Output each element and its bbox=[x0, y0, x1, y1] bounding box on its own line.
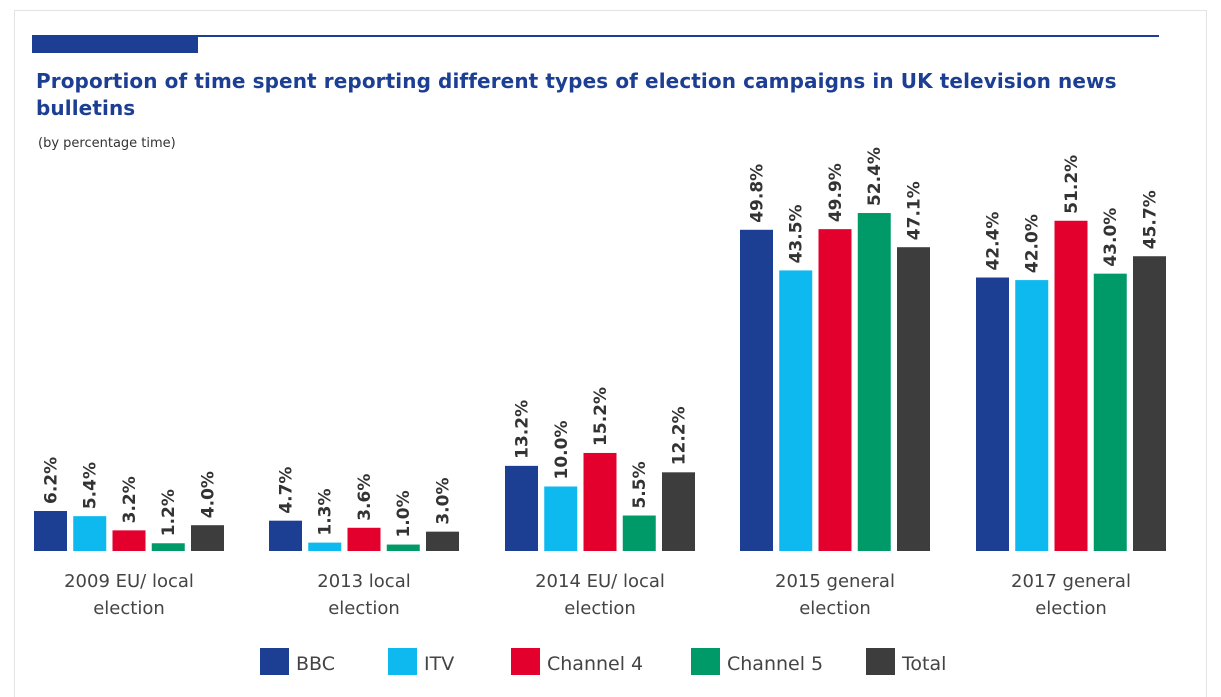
category-label: election bbox=[564, 598, 636, 619]
value-label: 4.7% bbox=[277, 467, 297, 514]
bar-total-2 bbox=[662, 472, 695, 551]
value-label: 4.0% bbox=[199, 471, 219, 518]
header-rule bbox=[32, 35, 1159, 37]
value-label: 51.2% bbox=[1062, 155, 1082, 214]
bar-itv-3 bbox=[779, 270, 813, 551]
bar-bbc-2 bbox=[505, 465, 538, 551]
value-label: 49.8% bbox=[748, 164, 768, 223]
category-label: 2009 EU/ local bbox=[64, 571, 194, 592]
bar-bbc-3 bbox=[740, 229, 773, 552]
bar-channel-5-3 bbox=[857, 213, 891, 551]
bar-total-3 bbox=[897, 247, 930, 551]
bar-total-4 bbox=[1133, 256, 1166, 551]
legend-swatch-total bbox=[866, 648, 895, 675]
bar-channel-4-1 bbox=[347, 527, 381, 551]
value-label: 42.0% bbox=[1023, 214, 1043, 273]
category-label: 2015 general bbox=[775, 571, 895, 592]
bar-channel-4-3 bbox=[818, 229, 852, 551]
value-labels-layer: 6.2% 4.7% 13.2% 49.8% 42.4% 5.4% 1.3% 10.0% 43.5… bbox=[42, 147, 1161, 538]
bar-channel-5-4 bbox=[1093, 273, 1127, 551]
chart-subtitle: (by percentage time) bbox=[38, 136, 176, 151]
value-label: 52.4% bbox=[865, 147, 885, 206]
bar-total-0 bbox=[191, 525, 224, 551]
bar-itv-1 bbox=[308, 542, 342, 551]
value-label: 5.4% bbox=[81, 462, 101, 509]
value-label: 3.2% bbox=[120, 476, 140, 523]
bar-itv-0 bbox=[73, 516, 107, 551]
value-label: 12.2% bbox=[670, 406, 690, 465]
frame-left-border bbox=[14, 10, 15, 697]
bar-channel-5-2 bbox=[622, 515, 656, 551]
bars-layer bbox=[34, 213, 1166, 552]
legend-label-total: Total bbox=[901, 653, 946, 675]
value-label: 6.2% bbox=[42, 457, 62, 504]
bar-channel-4-2 bbox=[583, 452, 617, 551]
value-label: 1.3% bbox=[316, 488, 336, 535]
bar-bbc-0 bbox=[34, 511, 67, 551]
legend-swatch-channel-5 bbox=[691, 648, 720, 675]
category-label: 2013 local bbox=[317, 571, 410, 592]
value-label: 1.2% bbox=[159, 489, 179, 536]
bar-itv-4 bbox=[1015, 280, 1049, 551]
legend-label-channel-5: Channel 5 bbox=[727, 653, 823, 675]
value-label: 43.0% bbox=[1101, 208, 1121, 267]
value-label: 49.9% bbox=[826, 163, 846, 222]
value-label: 43.5% bbox=[787, 204, 807, 263]
value-label: 45.7% bbox=[1141, 190, 1161, 249]
frame-right-border bbox=[1206, 10, 1207, 697]
legend-label-channel-4: Channel 4 bbox=[547, 653, 643, 675]
value-label: 10.0% bbox=[552, 421, 572, 480]
legend-swatch-bbc bbox=[260, 648, 289, 675]
category-label: election bbox=[93, 598, 165, 619]
legend: BBC ITV Channel 4 Channel 5 Total bbox=[260, 648, 946, 675]
value-label: 3.0% bbox=[434, 477, 454, 524]
bar-channel-4-4 bbox=[1054, 220, 1088, 551]
category-label: election bbox=[1035, 598, 1107, 619]
frame-top-border bbox=[14, 10, 1207, 11]
category-label: 2014 EU/ local bbox=[535, 571, 665, 592]
legend-label-bbc: BBC bbox=[296, 653, 335, 675]
bar-bbc-1 bbox=[269, 520, 302, 551]
value-label: 1.0% bbox=[394, 490, 414, 537]
value-label: 42.4% bbox=[984, 212, 1004, 271]
legend-label-itv: ITV bbox=[424, 653, 454, 675]
legend-swatch-itv bbox=[388, 648, 417, 675]
bar-bbc-4 bbox=[976, 277, 1009, 551]
value-label: 5.5% bbox=[630, 461, 650, 508]
category-label: election bbox=[328, 598, 400, 619]
legend-swatch-channel-4 bbox=[511, 648, 540, 675]
chart-title: Proportion of time spent reporting diffe… bbox=[36, 69, 1117, 120]
bar-channel-5-0 bbox=[151, 543, 185, 551]
bar-channel-5-1 bbox=[386, 544, 420, 551]
bar-itv-2 bbox=[544, 486, 578, 551]
category-label: 2017 general bbox=[1011, 571, 1131, 592]
bar-channel-4-0 bbox=[112, 530, 146, 551]
bar-total-1 bbox=[426, 531, 459, 551]
value-label: 13.2% bbox=[513, 400, 533, 459]
header-accent-block bbox=[32, 35, 198, 53]
category-label: election bbox=[799, 598, 871, 619]
value-label: 47.1% bbox=[905, 181, 925, 240]
value-label: 3.6% bbox=[355, 474, 375, 521]
value-label: 15.2% bbox=[591, 387, 611, 446]
category-labels-layer: 2009 EU/ local election 2013 local election… bbox=[64, 571, 1131, 619]
